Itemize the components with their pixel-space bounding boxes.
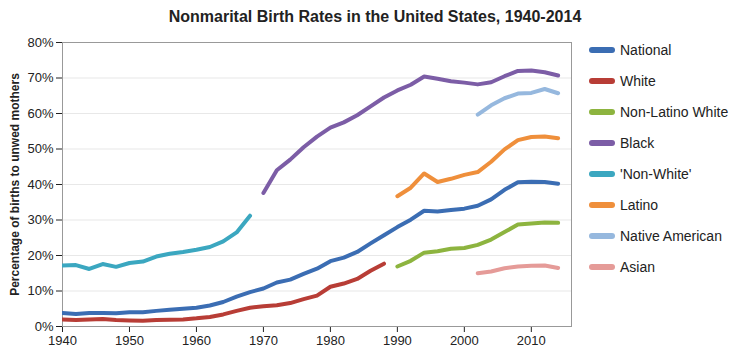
html-text:Black: Black [620, 134, 655, 151]
svg-text:70%: 70% [27, 70, 53, 85]
svg-text:30%: 30% [27, 212, 53, 227]
html-text:Latino: Latino [620, 196, 659, 213]
svg-text:60%: 60% [27, 106, 53, 121]
svg-text:1960: 1960 [182, 333, 211, 348]
svg-text:40%: 40% [27, 177, 53, 192]
html-text:Native American: Native American [620, 227, 722, 244]
svg-text:20%: 20% [27, 248, 53, 263]
svg-text:1950: 1950 [115, 333, 144, 348]
svg-text:1940: 1940 [48, 333, 77, 348]
html-text:National: National [620, 41, 672, 58]
html-text:'Non-White': 'Non-White' [620, 165, 692, 182]
svg-text:10%: 10% [27, 283, 53, 298]
svg-text:80%: 80% [27, 35, 53, 50]
svg-text:2000: 2000 [450, 333, 479, 348]
svg-text:0%: 0% [35, 319, 54, 334]
html-text:Asian: Asian [620, 258, 655, 275]
svg-text:1980: 1980 [316, 333, 345, 348]
html-text:Non-Latino White: Non-Latino White [620, 103, 729, 120]
svg-text:50%: 50% [27, 141, 53, 156]
html-text:White: White [620, 72, 656, 89]
svg-text:1990: 1990 [383, 333, 412, 348]
svg-text:1970: 1970 [249, 333, 278, 348]
svg-text:Percentage of births to unwed: Percentage of births to unwed mothers [8, 73, 22, 296]
html-text:Nonmarital Birth Rates in the: Nonmarital Birth Rates in the United Sta… [168, 8, 582, 25]
svg-text:2010: 2010 [517, 333, 546, 348]
